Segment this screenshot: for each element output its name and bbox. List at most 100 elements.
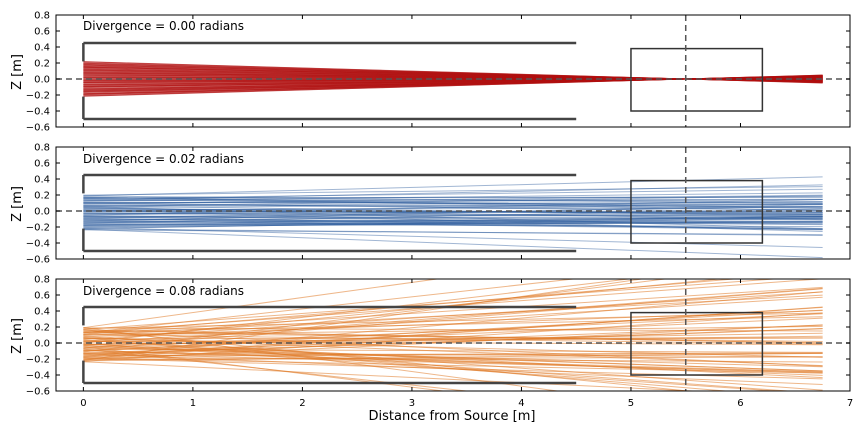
panel-2-ray xyxy=(83,327,823,332)
panel-1-ray xyxy=(83,228,823,236)
panel-2-ray xyxy=(83,316,823,333)
panel-0-y-tick-label: 0.0 xyxy=(34,75,50,86)
panel-1-ray xyxy=(83,198,823,202)
panel-1-ray xyxy=(83,194,823,205)
panel-1-ray xyxy=(83,196,823,211)
x-tick-label: 6 xyxy=(737,398,743,409)
x-tick-label: 0 xyxy=(80,398,86,409)
panel-2-ray xyxy=(83,279,578,334)
panel-1-ray xyxy=(83,219,823,223)
panel-1-annotation: Divergence = 0.02 radians xyxy=(83,152,244,166)
panel-1-y-tick-label: −0.6 xyxy=(26,255,50,266)
panel-1-ray xyxy=(83,204,823,207)
panel-1-ray xyxy=(83,216,823,231)
panel-1-ray xyxy=(83,196,823,199)
panel-1-ray xyxy=(83,217,823,230)
panel-2-ray xyxy=(83,345,823,376)
panel-1-ray xyxy=(83,216,823,224)
panel-2-ray xyxy=(83,325,823,336)
panel-1-ray xyxy=(83,217,823,229)
panel-1-ray xyxy=(83,221,823,228)
panel-2-ray xyxy=(83,279,441,329)
panel-1-ray xyxy=(83,205,823,230)
panel-2-y-tick-label: −0.6 xyxy=(26,387,50,398)
panel-1-ray xyxy=(83,195,823,205)
panel-0-y-tick-label: 0.4 xyxy=(34,43,50,54)
panel-1-ray xyxy=(83,223,823,228)
x-tick-label: 4 xyxy=(518,398,524,409)
panel-0: Divergence = 0.00 radians Z [m] −0.6 −0.4… xyxy=(10,11,851,134)
panel-1-y-tick-label: −0.2 xyxy=(26,223,50,234)
panel-2: Divergence = 0.08 radians Z [m] −0.6 −0.4… xyxy=(10,275,853,410)
panel-1-ray xyxy=(83,212,823,217)
panel-1-ray xyxy=(83,203,823,211)
panel-0-y-tick-label: −0.6 xyxy=(26,123,50,134)
panel-1-ray xyxy=(83,216,823,219)
panel-1-ray xyxy=(83,199,823,204)
panel-2-ray xyxy=(83,296,823,344)
panel-2-ray xyxy=(83,346,448,391)
panel-1-ray xyxy=(83,201,823,207)
panel-2-y-tick-label: −0.4 xyxy=(26,371,50,382)
panel-1-ray xyxy=(83,212,823,216)
panel-1-y-tick-label: 0.0 xyxy=(34,207,50,218)
panel-1-ray xyxy=(83,203,823,212)
panel-2-ray xyxy=(83,312,823,329)
panel-1-ray xyxy=(83,220,823,227)
panel-1-y-tick-label: 0.4 xyxy=(34,175,50,186)
panel-1-y-tick-label: −0.4 xyxy=(26,239,50,250)
panel-2-y-tick-label: 0.0 xyxy=(34,339,50,350)
panel-1-ray xyxy=(83,195,823,208)
panel-2-ray xyxy=(83,327,561,391)
panel-2-ray xyxy=(83,350,823,374)
panel-2-ray xyxy=(83,286,823,335)
panel-1-ray xyxy=(83,201,823,206)
panel-1: Divergence = 0.02 radians Z [m] −0.6 −0.4… xyxy=(10,143,851,266)
panel-0-annotation: Divergence = 0.00 radians xyxy=(83,19,244,33)
panel-1-ray xyxy=(83,226,823,248)
panel-0-detector-box xyxy=(630,47,764,112)
panel-1-ray xyxy=(83,214,823,218)
panel-1-y-tick-label: 0.8 xyxy=(34,143,50,154)
panel-0-y-tick-label: −0.2 xyxy=(26,91,50,102)
panel-1-ray xyxy=(83,215,823,230)
panel-1-ray xyxy=(83,206,823,211)
panel-2-ray xyxy=(83,337,823,340)
panel-2-y-tick-label: −0.2 xyxy=(26,355,50,366)
panel-2-y-tick-label: 0.4 xyxy=(34,307,50,318)
panel-1-ray xyxy=(83,188,823,200)
panel-1-ray xyxy=(83,204,823,222)
panel-0-y-tick-label: 0.8 xyxy=(34,11,50,22)
x-tick-label: 3 xyxy=(409,398,415,409)
panel-1-ray xyxy=(83,221,823,227)
panel-1-ray xyxy=(83,218,823,226)
panel-1-ray xyxy=(83,216,823,226)
panel-2-frame xyxy=(55,278,851,392)
panel-2-y-tick-label: 0.8 xyxy=(34,275,50,286)
panel-1-ray xyxy=(83,220,823,229)
panel-1-rays xyxy=(83,176,823,259)
panel-2-ray xyxy=(83,340,823,379)
panel-1-ray xyxy=(83,203,823,208)
x-axis-label: Distance from Source [m] xyxy=(369,409,536,424)
x-tick-label: 2 xyxy=(299,398,305,409)
panel-1-ray xyxy=(83,192,823,202)
panel-1-ray xyxy=(83,229,823,236)
panel-2-y-tick-label: 0.6 xyxy=(34,291,50,302)
panel-2-ray xyxy=(83,348,471,391)
panel-1-wall-bracket xyxy=(82,173,577,253)
panel-0-ylabel: Z [m] xyxy=(10,54,25,90)
panel-1-ray xyxy=(83,207,823,221)
panel-0-wall-bracket xyxy=(82,41,577,121)
panel-0-y-tick-label: 0.6 xyxy=(34,27,50,38)
x-tick-label: 1 xyxy=(190,398,196,409)
panel-1-ray xyxy=(83,205,823,217)
panel-1-ray xyxy=(83,207,823,216)
x-tick-label: 7 xyxy=(847,398,853,409)
panel-1-detector-box xyxy=(630,179,764,244)
panel-1-ray xyxy=(83,215,823,225)
panel-2-ray xyxy=(83,330,823,367)
panel-1-ray xyxy=(83,217,823,224)
panel-2-wall-bracket xyxy=(82,305,577,385)
panel-2-ray xyxy=(83,329,823,344)
